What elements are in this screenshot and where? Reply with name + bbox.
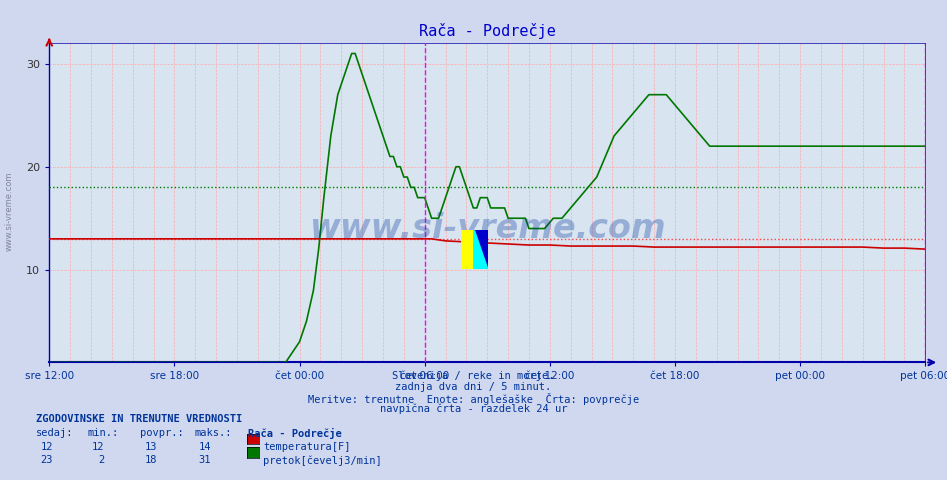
Text: temperatura[F]: temperatura[F] — [263, 442, 350, 452]
Text: 31: 31 — [199, 455, 211, 465]
Text: 13: 13 — [145, 442, 157, 452]
Text: povpr.:: povpr.: — [140, 428, 184, 438]
Text: 23: 23 — [41, 455, 53, 465]
Text: min.:: min.: — [87, 428, 118, 438]
Text: 12: 12 — [41, 442, 53, 452]
Text: 14: 14 — [199, 442, 211, 452]
Polygon shape — [474, 230, 488, 269]
Text: ZGODOVINSKE IN TRENUTNE VREDNOSTI: ZGODOVINSKE IN TRENUTNE VREDNOSTI — [36, 414, 242, 424]
Text: www.si-vreme.com: www.si-vreme.com — [5, 171, 14, 251]
Text: Slovenija / reke in morje.: Slovenija / reke in morje. — [392, 371, 555, 381]
Text: maks.:: maks.: — [194, 428, 232, 438]
Text: pretok[čevelj3/min]: pretok[čevelj3/min] — [263, 455, 382, 466]
Text: zadnja dva dni / 5 minut.: zadnja dva dni / 5 minut. — [396, 382, 551, 392]
Title: Rača - Podrečje: Rača - Podrečje — [419, 23, 556, 39]
Text: Rača - Podrečje: Rača - Podrečje — [248, 428, 342, 439]
Polygon shape — [461, 230, 474, 269]
Polygon shape — [474, 230, 488, 269]
Text: sedaj:: sedaj: — [36, 428, 74, 438]
Text: www.si-vreme.com: www.si-vreme.com — [309, 212, 666, 245]
Text: 18: 18 — [145, 455, 157, 465]
Text: 12: 12 — [92, 442, 104, 452]
Text: Meritve: trenutne  Enote: anglešaške  Črta: povprečje: Meritve: trenutne Enote: anglešaške Črta… — [308, 393, 639, 405]
Text: 2: 2 — [98, 455, 104, 465]
Text: navpična črta - razdelek 24 ur: navpična črta - razdelek 24 ur — [380, 404, 567, 414]
